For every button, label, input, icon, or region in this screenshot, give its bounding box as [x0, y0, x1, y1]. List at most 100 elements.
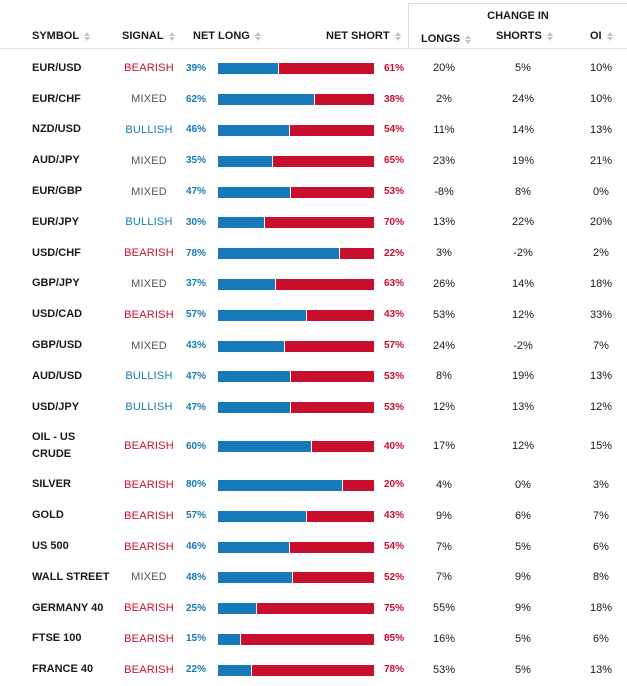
symbol-link[interactable]: EUR/CHF [32, 92, 81, 105]
table-row[interactable]: USD/CHF BEARISH 78% 22% 3% -2% 2% [0, 238, 627, 269]
signal-label: BEARISH [124, 602, 174, 615]
table-row[interactable]: EUR/CHF MIXED 62% 38% 2% 24% 10% [0, 84, 627, 115]
symbol-link[interactable]: EUR/USD [32, 61, 82, 74]
change-oi-value: 6% [593, 632, 609, 645]
net-long-bar [218, 402, 292, 414]
net-short-bar [264, 217, 374, 229]
symbol-link[interactable]: FRANCE 40 [32, 663, 94, 676]
symbol-link[interactable]: USD/CHF [32, 246, 81, 259]
net-short-percent: 22% [384, 247, 405, 259]
table-row[interactable]: NZD/USD BULLISH 46% 54% 11% 14% 13% [0, 115, 627, 146]
symbol-link[interactable]: GERMANY 40 [32, 601, 104, 614]
signal-label: BEARISH [124, 509, 174, 522]
net-long-percent: 57% [186, 510, 207, 522]
symbol-link[interactable]: EUR/JPY [32, 215, 80, 228]
column-header-symbol[interactable]: SYMBOL [32, 30, 91, 42]
table-row[interactable]: GBP/JPY MIXED 37% 63% 26% 14% 18% [0, 269, 627, 300]
symbol-link[interactable]: USD/JPY [32, 400, 80, 413]
symbol-link[interactable]: AUD/JPY [32, 154, 80, 167]
change-oi-value: 10% [589, 93, 613, 106]
table-row[interactable]: AUD/JPY MIXED 35% 65% 23% 19% 21% [0, 145, 627, 176]
column-header-net-long[interactable]: NET LONG [193, 30, 261, 42]
symbol-link[interactable]: GBP/JPY [32, 277, 80, 290]
sort-icon[interactable] [465, 34, 472, 44]
table-row[interactable]: FRANCE 40 BEARISH 22% 78% 53% 5% 13% [0, 654, 627, 685]
signal-label: BULLISH [125, 123, 173, 136]
sort-icon[interactable] [606, 31, 613, 41]
table-row[interactable]: GERMANY 40 BEARISH 25% 75% 55% 9% 18% [0, 593, 627, 624]
sort-icon[interactable] [84, 31, 91, 41]
net-short-percent: 38% [384, 93, 405, 105]
column-header-net-short[interactable]: NET SHORT [326, 30, 401, 42]
table-row[interactable]: US 500 BEARISH 46% 54% 7% 5% 6% [0, 531, 627, 562]
column-header-longs[interactable]: LONGS [408, 24, 472, 48]
sentiment-bar [218, 124, 374, 136]
net-short-bar [342, 479, 374, 491]
net-short-percent: 54% [384, 124, 405, 136]
column-header-signal[interactable]: SIGNAL [122, 30, 175, 42]
change-oi-value: 2% [593, 247, 609, 260]
sentiment-bar [218, 94, 374, 106]
net-short-bar [291, 186, 374, 198]
change-oi-value: 18% [589, 277, 613, 290]
change-shorts-value: 13% [511, 401, 535, 414]
net-long-bar [218, 479, 343, 491]
signal-label: MIXED [131, 277, 167, 290]
table-row[interactable]: EUR/JPY BULLISH 30% 70% 13% 22% 20% [0, 207, 627, 238]
sentiment-bar [218, 664, 374, 676]
symbol-link[interactable]: AUD/USD [32, 369, 83, 382]
table-row[interactable]: WALL STREET MIXED 48% 52% 7% 9% 8% [0, 562, 627, 593]
net-short-bar [278, 63, 374, 75]
change-oi-value: 0% [593, 185, 609, 198]
symbol-link[interactable]: GOLD [32, 509, 64, 522]
table-row[interactable]: EUR/GBP MIXED 47% 53% -8% 8% 0% [0, 176, 627, 207]
symbol-link[interactable]: USD/CAD [32, 308, 83, 321]
symbol-link[interactable]: GBP/USD [32, 339, 83, 352]
table-row[interactable]: GOLD BEARISH 57% 43% 9% 6% 7% [0, 500, 627, 531]
sentiment-bar [218, 572, 374, 584]
net-short-bar [311, 441, 374, 453]
net-long-bar [218, 217, 265, 229]
symbol-link[interactable]: OIL - US CRUDE [32, 431, 76, 461]
sort-icon[interactable] [394, 31, 401, 41]
net-short-bar [289, 541, 374, 553]
column-header-oi[interactable]: OI [590, 30, 613, 42]
net-long-percent: 25% [186, 602, 207, 614]
change-shorts-value: 19% [511, 154, 535, 167]
signal-label: BEARISH [124, 663, 174, 676]
symbol-link[interactable]: NZD/USD [32, 123, 81, 136]
net-long-bar [218, 155, 273, 167]
symbol-link[interactable]: FTSE 100 [32, 632, 82, 645]
sentiment-bar [218, 186, 374, 198]
symbol-link[interactable]: EUR/GBP [32, 185, 83, 198]
table-row[interactable]: FTSE 100 BEARISH 15% 85% 16% 5% 6% [0, 624, 627, 655]
table-row[interactable]: USD/JPY BULLISH 47% 53% 12% 13% 12% [0, 392, 627, 423]
table-row[interactable]: USD/CAD BEARISH 57% 43% 53% 12% 33% [0, 299, 627, 330]
table-row[interactable]: OIL - US CRUDE BEARISH 60% 40% 17% 12% 15% [0, 423, 627, 470]
column-header-shorts[interactable]: SHORTS [496, 30, 553, 42]
change-oi-value: 12% [589, 401, 613, 414]
table-header: SYMBOL SIGNAL NET LONG NET SHORT LONGS S… [0, 24, 627, 49]
change-oi-value: 13% [589, 663, 613, 676]
signal-label: BULLISH [125, 370, 173, 383]
symbol-link[interactable]: SILVER [32, 478, 71, 491]
change-shorts-value: 12% [511, 440, 535, 453]
sort-icon[interactable] [546, 31, 553, 41]
signal-label: BEARISH [124, 632, 174, 645]
net-short-bar [252, 664, 374, 676]
sentiment-bar [218, 633, 374, 645]
symbol-link[interactable]: WALL STREET [32, 570, 110, 583]
table-row[interactable]: GBP/USD MIXED 43% 57% 24% -2% 7% [0, 330, 627, 361]
change-oi-value: 33% [589, 308, 613, 321]
table-row[interactable]: EUR/USD BEARISH 39% 61% 20% 5% 10% [0, 53, 627, 84]
net-short-percent: 57% [384, 340, 405, 352]
symbol-link[interactable]: US 500 [32, 540, 69, 553]
net-short-percent: 53% [384, 401, 405, 413]
sort-icon[interactable] [254, 31, 261, 41]
net-long-bar [218, 441, 312, 453]
table-row[interactable]: AUD/USD BULLISH 47% 53% 8% 19% 13% [0, 361, 627, 392]
sort-icon[interactable] [168, 31, 175, 41]
net-short-percent: 61% [384, 62, 405, 74]
table-row[interactable]: SILVER BEARISH 80% 20% 4% 0% 3% [0, 470, 627, 501]
net-long-percent: 46% [186, 124, 207, 136]
